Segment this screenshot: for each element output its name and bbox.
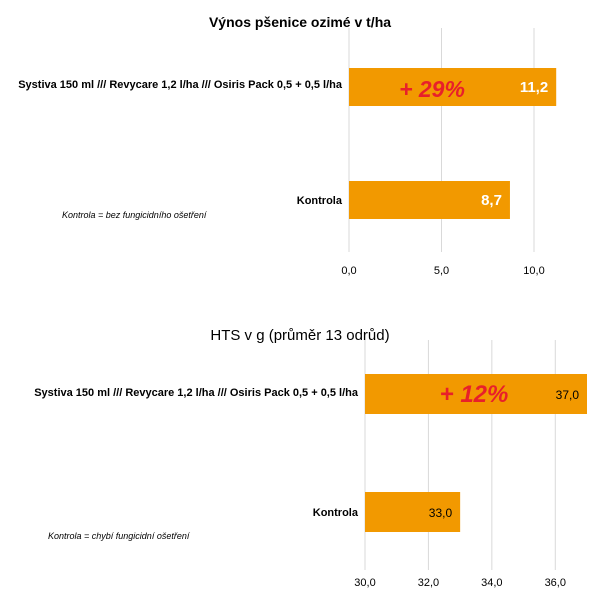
bar-treatment (349, 68, 557, 106)
tick-label: 34,0 (481, 577, 502, 589)
category-label-control: Kontrola (296, 195, 342, 207)
category-label-control: Kontrola (312, 507, 358, 519)
tick-label: 30,0 (354, 577, 375, 589)
tick-label: 0,0 (341, 265, 356, 277)
value-label: 33,0 (429, 506, 453, 520)
category-label-treatment: Systiva 150 ml /// Revycare 1,2 l/ha ///… (18, 79, 342, 91)
increase-annotation: + 12% (440, 381, 509, 408)
value-label: 11,2 (520, 79, 548, 96)
tick-label: 32,0 (418, 577, 439, 589)
chart-title: Výnos pšenice ozimé v t/ha (208, 14, 392, 30)
tick-label: 36,0 (545, 577, 566, 589)
bar-treatment (365, 374, 587, 414)
hts-chart-plot: 37,0 33,0 30,0 32,0 34,0 36,0 + 12% (354, 340, 587, 589)
value-label: 8,7 (481, 192, 502, 209)
category-label-treatment: Systiva 150 ml /// Revycare 1,2 l/ha ///… (34, 387, 358, 399)
tick-label: 10,0 (523, 265, 544, 277)
control-note: Kontrola = bez fungicidního ošetření (62, 210, 207, 220)
increase-annotation: + 29% (399, 76, 465, 102)
hts-chart: HTS v g (průměr 13 odrůd) Systiva 150 ml… (0, 318, 600, 612)
chart-title: HTS v g (průměr 13 odrůd) (210, 327, 390, 344)
bar-control (365, 492, 461, 532)
value-label: 37,0 (556, 388, 580, 402)
yield-chart: Výnos pšenice ozimé v t/ha Systiva 150 m… (0, 0, 600, 300)
bar-control (349, 181, 510, 219)
yield-chart-plot: 11,2 8,7 0,0 5,0 10,0 + 29% (341, 28, 557, 277)
control-note: Kontrola = chybí fungicidní ošetření (48, 531, 190, 541)
tick-label: 5,0 (434, 265, 449, 277)
